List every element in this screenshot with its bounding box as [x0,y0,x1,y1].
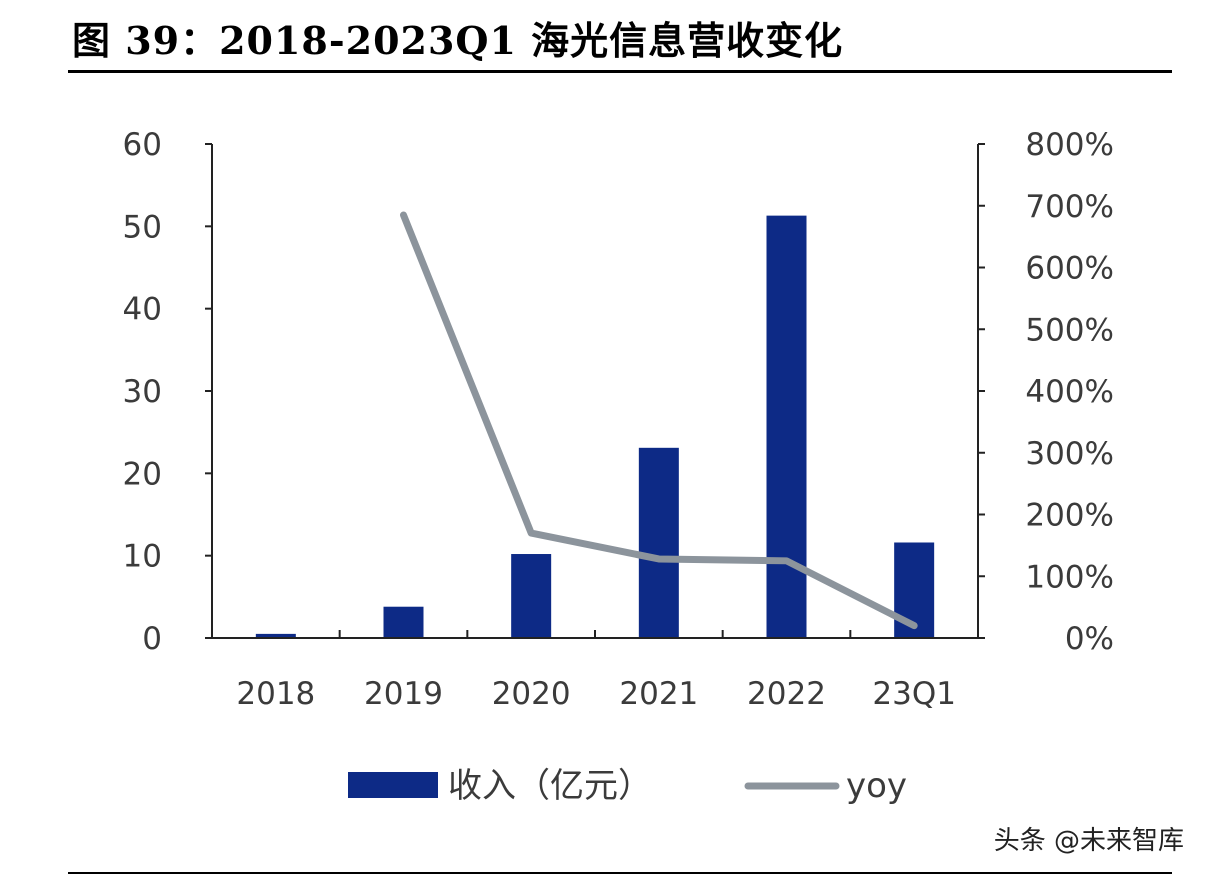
x-tick-label-2020: 2020 [492,676,571,712]
right-tick-label: 100% [1025,559,1114,595]
left-tick-label: 50 [123,209,162,245]
bottom-rule [68,872,1172,874]
title-rule [68,70,1172,73]
right-tick-label: 600% [1025,251,1114,287]
right-tick-label: 200% [1025,498,1114,534]
x-tick-label-2021: 2021 [619,676,698,712]
bar-2020 [511,554,552,638]
right-tick-label: 400% [1025,374,1114,410]
chart-title: 图 39：2018-2023Q1 海光信息营收变化 [72,18,844,63]
bar-2018 [255,633,296,638]
yoy-line [400,211,918,630]
left-tick-label: 40 [123,292,162,328]
watermark: 头条 @未来智库 [993,826,1184,856]
bar-2021 [638,447,679,638]
bar-2022 [766,215,807,638]
legend-bar-label: 收入（亿元） [448,766,652,806]
x-tick-label-23q1: 23Q1 [872,676,956,712]
right-tick-label: 700% [1025,189,1114,225]
right-tick-label: 500% [1025,312,1114,348]
bar-2019 [383,606,424,638]
left-tick-label: 0 [142,621,162,657]
left-tick-label: 10 [123,539,162,575]
x-tick-label-2019: 2019 [364,676,443,712]
legend-line-label: yoy [846,766,907,806]
right-tick-label: 0% [1065,621,1114,657]
x-tick-label-2018: 2018 [236,676,315,712]
legend-bar-swatch [348,772,438,798]
left-tick-label: 60 [123,127,162,163]
left-tick-label: 30 [123,374,162,410]
right-tick-label: 800% [1025,127,1114,163]
left-tick-label: 20 [123,456,162,492]
right-tick-label: 300% [1025,436,1114,472]
x-tick-label-2022: 2022 [747,676,826,712]
